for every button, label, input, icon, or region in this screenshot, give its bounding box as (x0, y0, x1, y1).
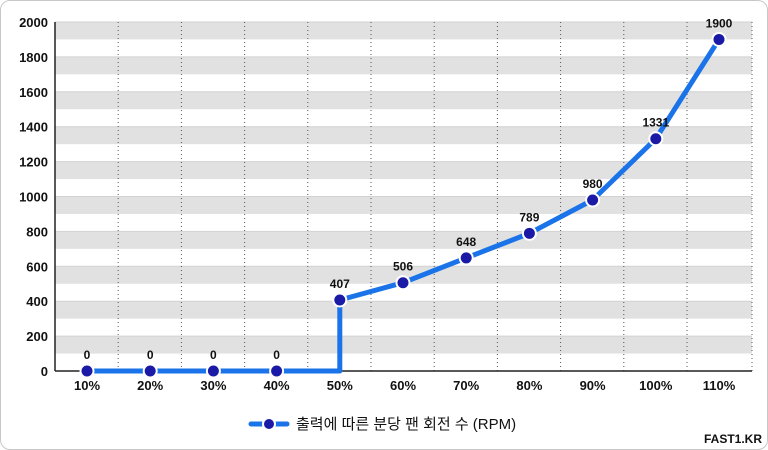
data-label: 980 (583, 177, 603, 191)
grid-band (55, 231, 752, 249)
grid-band (55, 22, 752, 40)
data-label: 1900 (706, 16, 733, 30)
x-tick-label: 30% (200, 378, 226, 393)
y-tick-label: 1600 (19, 85, 48, 100)
data-point (269, 363, 285, 379)
grid-bands (55, 21, 752, 372)
data-label: 0 (147, 348, 154, 362)
x-tick-label: 40% (264, 378, 290, 393)
data-point (79, 363, 95, 379)
data-point (205, 363, 221, 379)
legend-marker-swatch (262, 417, 276, 431)
grid-band (55, 266, 752, 284)
grid-band (55, 301, 752, 319)
x-tick-label: 80% (516, 378, 542, 393)
series-line (84, 36, 722, 374)
data-point (648, 131, 664, 147)
x-tick-label: 100% (639, 378, 673, 393)
x-tick-label: 70% (453, 378, 479, 393)
grid-band (55, 91, 752, 110)
legend: 출력에 따른 분당 팬 회전 수 (RPM) (248, 416, 516, 433)
y-tick-label: 1200 (19, 155, 48, 170)
y-tick-label: 600 (26, 259, 48, 274)
x-tick-label: 90% (580, 378, 606, 393)
data-point (521, 225, 537, 241)
data-label: 0 (273, 348, 280, 362)
data-labels: 0 0 0 0 407 506 648 789 980 1331 1900 (84, 16, 733, 362)
grid-band (55, 126, 752, 145)
data-label: 0 (210, 348, 217, 362)
x-tick-label: 50% (327, 378, 353, 393)
data-point (332, 292, 348, 308)
y-tick-labels: 0 200 400 600 800 1000 1200 1400 1600 1800 2000 (19, 15, 48, 379)
y-tick-label: 400 (26, 294, 48, 309)
x-tick-label: 10% (74, 378, 100, 393)
data-point (711, 31, 727, 47)
data-label: 506 (393, 260, 413, 274)
data-label: 407 (330, 277, 350, 291)
data-point (458, 250, 474, 266)
y-tick-label: 1800 (19, 50, 48, 65)
y-tick-label: 2000 (19, 15, 48, 30)
y-tick-label: 1000 (19, 190, 48, 205)
data-markers (79, 31, 727, 379)
watermark: FAST1.KR (704, 432, 762, 446)
data-label: 648 (456, 235, 476, 249)
data-label: 1331 (642, 116, 669, 130)
data-point (142, 363, 158, 379)
x-tick-label: 110% (703, 378, 736, 393)
x-tick-label: 20% (137, 378, 163, 393)
data-point (395, 275, 411, 291)
data-label: 0 (84, 348, 91, 362)
y-tick-label: 200 (26, 329, 48, 344)
y-tick-label: 800 (26, 224, 48, 239)
legend-label: 출력에 따른 분당 팬 회전 수 (RPM) (296, 416, 516, 433)
grid-band (55, 56, 752, 75)
x-tick-label: 60% (390, 378, 416, 393)
grid-band (55, 336, 752, 354)
data-point (585, 192, 601, 208)
y-tick-label: 1400 (19, 120, 48, 135)
x-tick-labels: 10% 20% 30% 40% 50% 60% 70% 80% 90% 100% 110% (74, 378, 736, 393)
data-label: 789 (519, 210, 539, 224)
y-tick-label: 0 (41, 364, 48, 379)
grid-band (55, 161, 752, 180)
grid-band (55, 196, 752, 214)
